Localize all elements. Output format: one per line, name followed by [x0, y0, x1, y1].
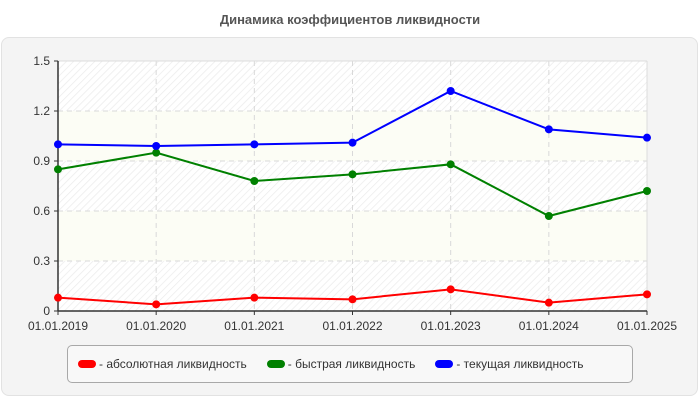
legend-label: - абсолютная ликвидность [99, 357, 247, 371]
legend-label: - быстрая ликвидность [287, 357, 416, 371]
legend-label: - текущая ликвидность [456, 357, 584, 371]
y-tick-label: 0 [43, 304, 50, 318]
x-tick-label: 01.01.2022 [322, 319, 382, 333]
chart-title: Динамика коэффициентов ликвидности [219, 12, 481, 27]
legend-item-quick[interactable]: - быстрая ликвидность [266, 357, 416, 371]
data-point[interactable] [250, 293, 259, 302]
x-tick-label: 01.01.2021 [224, 319, 284, 333]
axes: 0 0.3 0.6 0.9 1.2 1.5 01.01.2019 01.01.2020 01.0… [28, 54, 677, 333]
data-point[interactable] [446, 87, 455, 95]
data-point[interactable] [348, 138, 357, 147]
x-tick-label: 01.01.2024 [519, 319, 579, 333]
data-point[interactable] [250, 177, 259, 185]
y-tick-label: 0.3 [33, 254, 50, 268]
y-tick-label: 1.5 [33, 54, 50, 68]
data-point[interactable] [643, 187, 651, 195]
data-point[interactable] [152, 142, 161, 150]
data-point[interactable] [446, 160, 455, 169]
data-point[interactable] [152, 148, 161, 157]
data-point[interactable] [446, 285, 455, 294]
data-point[interactable] [544, 298, 553, 307]
data-point[interactable] [54, 140, 62, 149]
x-tick-label: 01.01.2023 [421, 319, 481, 333]
y-tick-label: 1.2 [33, 104, 50, 118]
y-tick-label: 0.6 [33, 204, 50, 218]
data-point[interactable] [54, 293, 62, 302]
x-tick-label: 01.01.2025 [617, 319, 677, 333]
legend: - абсолютная ликвидность - быстрая ликви… [67, 345, 633, 383]
x-tick-label: 01.01.2020 [126, 319, 186, 333]
legend-swatch-green [266, 360, 285, 368]
data-point[interactable] [544, 212, 553, 220]
data-series [54, 87, 651, 309]
data-point[interactable] [348, 170, 357, 179]
grid-lines [58, 60, 648, 311]
data-point[interactable] [348, 295, 357, 304]
data-point[interactable] [54, 165, 62, 174]
data-point[interactable] [643, 290, 651, 299]
data-point[interactable] [544, 125, 553, 134]
legend-item-absolute[interactable]: - абсолютная ликвидность [78, 357, 247, 371]
data-point[interactable] [152, 300, 161, 309]
x-tick-label: 01.01.2019 [28, 319, 88, 333]
data-point[interactable] [250, 140, 259, 149]
y-tick-label: 0.9 [33, 154, 50, 168]
legend-item-current[interactable]: - текущая ликвидность [435, 357, 584, 371]
data-point[interactable] [643, 133, 651, 142]
legend-swatch-red [78, 360, 96, 368]
legend-swatch-blue [435, 360, 454, 368]
